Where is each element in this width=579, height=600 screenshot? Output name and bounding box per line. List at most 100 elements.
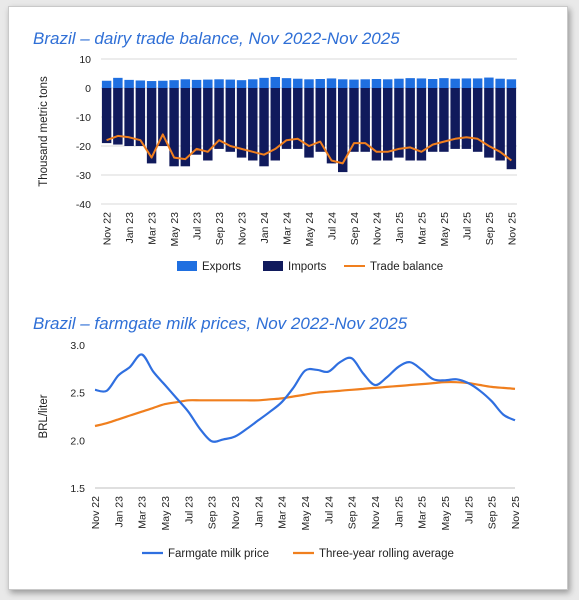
price-y-tick-label: 2.5 (70, 388, 85, 400)
exports-bar (225, 79, 236, 88)
imports-bar (180, 88, 191, 167)
legend-balance-label: Trade balance (370, 261, 443, 273)
trade-x-tick-label: Jul 24 (326, 212, 338, 240)
exports-bar (349, 79, 359, 88)
imports-bar (382, 88, 393, 161)
trade-chart-title: Brazil – dairy trade balance, Nov 2022-N… (33, 29, 400, 48)
exports-bar (270, 76, 280, 88)
imports-bar (338, 88, 348, 173)
imports-bar (158, 88, 168, 146)
price-x-tick-label: Sep 25 (487, 496, 499, 529)
exports-bar (281, 78, 292, 88)
trade-x-tick-label: Nov 22 (102, 212, 114, 245)
imports-bar (484, 88, 494, 158)
price-x-tick-label: Mar 24 (277, 496, 289, 529)
imports-bar (315, 88, 325, 152)
price-x-tick-label: Nov 25 (510, 496, 522, 529)
legend-exports-label: Exports (202, 261, 241, 273)
imports-bar (439, 88, 449, 152)
imports-bar (495, 88, 505, 161)
price-x-tick-label: May 24 (300, 496, 312, 531)
imports-bar (506, 88, 517, 170)
trade-y-tick-label: 0 (85, 83, 91, 95)
price-x-tick-label: Nov 23 (230, 496, 242, 529)
price-x-tick-label: Mar 23 (137, 496, 149, 529)
exports-bar (338, 79, 348, 88)
imports-bar (124, 88, 134, 146)
price-x-tick-label: Jan 23 (113, 496, 125, 528)
exports-bar (259, 77, 269, 88)
imports-bar (360, 88, 370, 152)
exports-bar (439, 78, 449, 88)
trade-y-tick-label: 10 (79, 54, 91, 66)
price-x-tick-label: May 23 (160, 496, 172, 531)
exports-bar (416, 78, 427, 88)
price-x-tick-label: Sep 24 (347, 496, 359, 529)
trade-x-tick-label: May 25 (439, 212, 451, 247)
exports-bar (214, 79, 224, 88)
legend-exports-swatch (177, 261, 197, 271)
imports-bar (214, 88, 224, 149)
exports-bar (191, 79, 202, 88)
imports-bar (472, 88, 483, 152)
charts-canvas: 10 0 -10 -20 -30 -40 Nov 22 Jan 23 Mar 23 May 23 J… (38, 54, 522, 560)
trade-x-tick-label: May 23 (169, 212, 181, 247)
trade-x-tick-label: May 24 (304, 212, 316, 247)
legend-average-label: Three-year rolling average (319, 548, 454, 560)
trade-x-tick-label: Nov 23 (237, 212, 249, 245)
price-x-tick-label: Nov 24 (370, 496, 382, 529)
imports-bar (371, 88, 382, 161)
imports-bar (405, 88, 415, 161)
exports-bar (382, 79, 393, 88)
imports-bar (326, 88, 337, 164)
exports-bar (315, 79, 325, 88)
exports-bar (427, 79, 438, 88)
imports-bar (236, 88, 247, 158)
trade-y-tick-label: -10 (76, 112, 91, 124)
exports-bar (248, 79, 258, 88)
imports-bar (225, 88, 236, 152)
exports-bar (326, 78, 337, 88)
trade-x-tick-label: Sep 23 (214, 212, 226, 245)
exports-bar (405, 78, 415, 88)
chart-card: Brazil – dairy trade balance, Nov 2022-N… (8, 6, 568, 590)
exports-bar (461, 78, 472, 88)
exports-bar (484, 77, 494, 88)
trade-y-tick-label: -20 (76, 141, 91, 153)
price-x-tick-label: Jan 25 (393, 496, 405, 528)
legend-imports-swatch (263, 261, 283, 271)
exports-bar (293, 78, 303, 88)
exports-bar (101, 80, 112, 88)
imports-bar (281, 88, 292, 149)
imports-bar (304, 88, 314, 158)
imports-bar (248, 88, 258, 161)
imports-bar (450, 88, 460, 149)
trade-x-tick-label: Jul 23 (192, 212, 204, 240)
trade-x-tick-label: Sep 24 (349, 212, 361, 245)
legend-price-label: Farmgate milk price (168, 548, 269, 560)
exports-bar (506, 79, 517, 88)
imports-bar (169, 88, 179, 167)
imports-bar (203, 88, 213, 161)
price-y-tick-label: 1.5 (70, 483, 85, 495)
farmgate-price-line (94, 353, 516, 443)
price-x-tick-label: Jul 23 (183, 496, 195, 524)
price-y-tick-label: 2.0 (70, 435, 85, 447)
exports-bar (304, 79, 314, 88)
trade-balance-line (106, 133, 513, 165)
price-y-tick-label: 3.0 (70, 340, 85, 352)
trade-x-tick-label: Mar 24 (282, 212, 294, 245)
trade-x-tick-label: Jan 24 (259, 212, 271, 244)
exports-bar (472, 78, 483, 88)
price-x-tick-label: May 25 (440, 496, 452, 531)
rolling-average-line (94, 380, 516, 428)
exports-bar (371, 79, 382, 88)
imports-bar (416, 88, 427, 161)
trade-y-tick-label: -40 (76, 199, 91, 211)
price-chart-title: Brazil – farmgate milk prices, Nov 2022-… (33, 314, 408, 333)
imports-bar (259, 88, 269, 167)
exports-bar (113, 77, 123, 88)
price-x-tick-label: Jul 25 (463, 496, 475, 524)
exports-bar (135, 80, 146, 88)
exports-bar (495, 78, 505, 88)
